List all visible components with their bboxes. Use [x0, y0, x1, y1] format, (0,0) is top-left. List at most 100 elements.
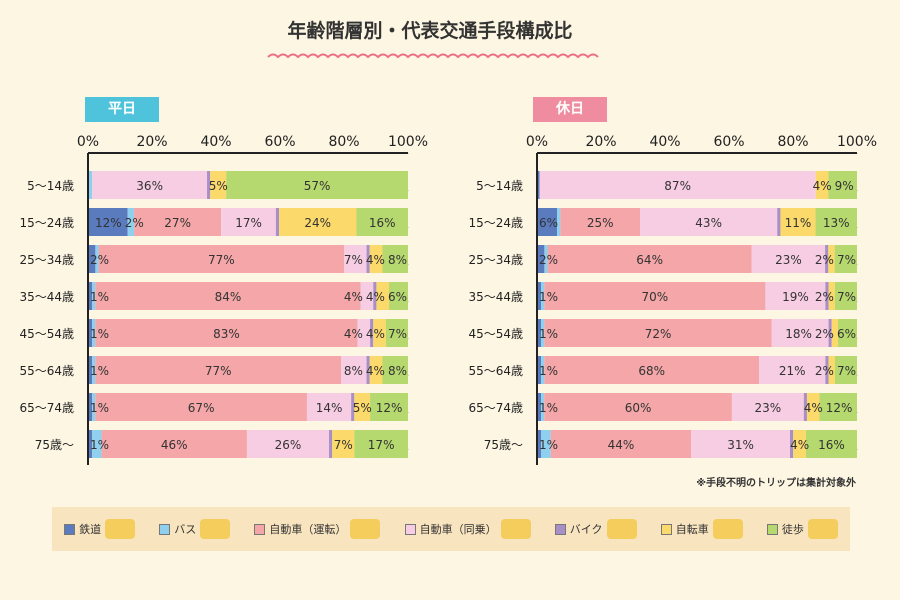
data-label: 4%: [366, 253, 385, 267]
data-label: 7%: [344, 253, 363, 267]
data-label: 16%: [818, 438, 845, 452]
data-label: 16%: [369, 216, 396, 230]
legend-item: 鉄道: [64, 519, 136, 539]
bar-segment: [92, 393, 96, 421]
bar-segment: [825, 356, 829, 384]
bar-segment: [207, 171, 211, 199]
bar-segment: [831, 319, 839, 347]
data-label: 87%: [664, 179, 691, 193]
bar-segment: [89, 282, 93, 310]
data-label: 6%: [539, 216, 558, 230]
category-label: 15～24歳: [468, 216, 523, 230]
bar-segment: [389, 282, 408, 310]
bar-segment: [803, 393, 807, 421]
data-label: 7%: [837, 290, 856, 304]
bar-segment: [329, 430, 333, 458]
data-label: 72%: [645, 327, 672, 341]
data-label: 77%: [205, 364, 232, 378]
bar-segment: [89, 393, 93, 421]
bar-segment: [221, 208, 276, 236]
bar-segment: [731, 393, 804, 421]
data-label: 1%: [90, 364, 109, 378]
category-label: 55～64歳: [19, 364, 74, 378]
data-label: 36%: [136, 179, 163, 193]
bar-segment: [691, 430, 791, 458]
data-label: 23%: [775, 253, 802, 267]
bar-segment: [828, 356, 835, 384]
scooter-icon: [606, 519, 637, 539]
data-label: 83%: [213, 327, 240, 341]
data-label: 4%: [344, 327, 363, 341]
bar-segment: [89, 430, 93, 458]
bar-segment: [544, 282, 766, 310]
data-label: 2%: [125, 216, 144, 230]
bar-segment: [356, 208, 408, 236]
data-label: 7%: [334, 438, 353, 452]
legend-item: 自動車（同乗）: [404, 519, 531, 539]
legend-swatch: [404, 523, 416, 535]
category-label: 65～74歳: [19, 401, 74, 415]
bar-segment: [544, 319, 772, 347]
bar-segment: [89, 208, 128, 236]
legend-label: バイク: [569, 523, 603, 536]
data-label: 4%: [804, 401, 823, 415]
data-label: 4%: [813, 179, 832, 193]
bar-segment: [557, 208, 561, 236]
data-label: 12%: [826, 401, 853, 415]
bar-segment: [89, 356, 93, 384]
data-label: 5%: [353, 401, 372, 415]
data-label: 70%: [642, 290, 669, 304]
x-tick-label: 100%: [388, 134, 428, 150]
data-label: 43%: [695, 216, 722, 230]
bar-segment: [354, 430, 408, 458]
bar-segment: [541, 319, 545, 347]
x-tick-label: 100%: [837, 134, 877, 150]
bar-segment: [279, 208, 357, 236]
bar-segment: [92, 171, 208, 199]
data-label: 46%: [161, 438, 188, 452]
bar-segment: [834, 282, 857, 310]
train-icon: [105, 519, 136, 539]
category-label: 35～44歳: [468, 290, 523, 304]
x-tick-label: 20%: [585, 134, 616, 150]
bar-segment: [815, 171, 829, 199]
bar-segment: [790, 430, 794, 458]
bar-segment: [354, 393, 371, 421]
data-label: 14%: [316, 401, 343, 415]
data-label: 1%: [539, 438, 558, 452]
data-label: 77%: [208, 253, 235, 267]
data-label: 5%: [209, 179, 228, 193]
bar-segment: [344, 245, 367, 273]
bar-segment: [382, 245, 408, 273]
data-label: 60%: [625, 401, 652, 415]
walker-icon: [807, 519, 838, 539]
data-label: 12%: [376, 401, 403, 415]
bar-segment: [370, 319, 374, 347]
data-label: 1%: [90, 290, 109, 304]
bar-segment: [306, 393, 352, 421]
data-label: 11%: [785, 216, 812, 230]
data-label: 4%: [790, 438, 809, 452]
legend-swatch: [766, 523, 778, 535]
x-tick-label: 20%: [136, 134, 167, 150]
category-label: 65～74歳: [468, 401, 523, 415]
bar-segment: [541, 430, 551, 458]
bar-segment: [95, 356, 342, 384]
data-label: 7%: [388, 327, 407, 341]
category-label: 45～54歳: [19, 327, 74, 341]
data-label: 1%: [90, 438, 109, 452]
bar-segment: [541, 282, 545, 310]
legend-item: バイク: [554, 519, 637, 539]
bar-segment: [550, 430, 692, 458]
data-label: 31%: [727, 438, 754, 452]
bar-segment: [210, 171, 227, 199]
bar-segment: [560, 208, 641, 236]
data-label: 17%: [368, 438, 395, 452]
bar-segment: [793, 430, 806, 458]
bar-segment: [819, 393, 857, 421]
car-icon: [350, 519, 381, 539]
car-icon: [500, 519, 531, 539]
bus-icon: [200, 519, 231, 539]
data-label: 2%: [539, 253, 558, 267]
